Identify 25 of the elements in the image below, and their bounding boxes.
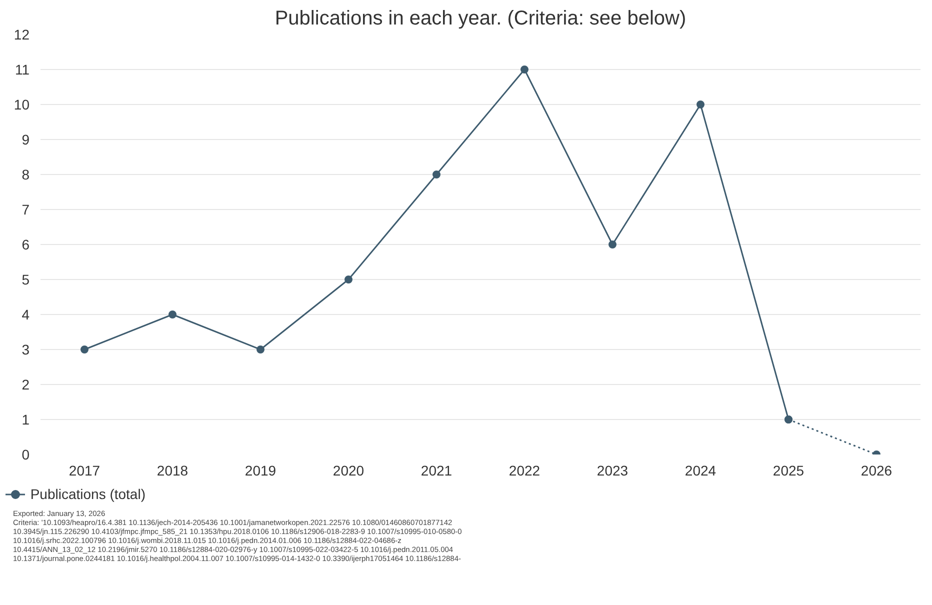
y-tick-label: 12 bbox=[14, 26, 30, 42]
x-tick-label: 2021 bbox=[420, 462, 452, 478]
x-tick-label: 2024 bbox=[684, 462, 716, 478]
y-tick-label: 5 bbox=[22, 272, 30, 288]
y-tick-label: 4 bbox=[22, 306, 30, 322]
y-tick-label: 2 bbox=[22, 376, 30, 392]
y-tick-label: 0 bbox=[22, 446, 30, 462]
y-tick-label: 7 bbox=[22, 202, 30, 218]
y-tick-label: 3 bbox=[22, 342, 30, 358]
y-tick-label: 1 bbox=[22, 412, 30, 428]
y-tick-label: 11 bbox=[14, 62, 30, 78]
x-tick-label: 2019 bbox=[244, 462, 276, 478]
y-tick-label: 9 bbox=[22, 132, 30, 148]
y-tick-label: 6 bbox=[22, 236, 30, 252]
x-tick-label: 2020 bbox=[332, 462, 364, 478]
y-tick-label: 10 bbox=[14, 96, 30, 112]
x-tick-label: 2018 bbox=[156, 462, 188, 478]
y-tick-label: 8 bbox=[22, 166, 30, 182]
x-tick-label: 2017 bbox=[68, 462, 100, 478]
x-tick-label: 2023 bbox=[596, 462, 628, 478]
x-tick-label: 2026 bbox=[860, 462, 892, 478]
x-tick-label: 2022 bbox=[508, 462, 540, 478]
chart-title: Publications in each year. (Criteria: see below) bbox=[274, 8, 686, 30]
legend-label: Publications (total) bbox=[30, 486, 146, 502]
x-tick-label: 2025 bbox=[772, 462, 804, 478]
